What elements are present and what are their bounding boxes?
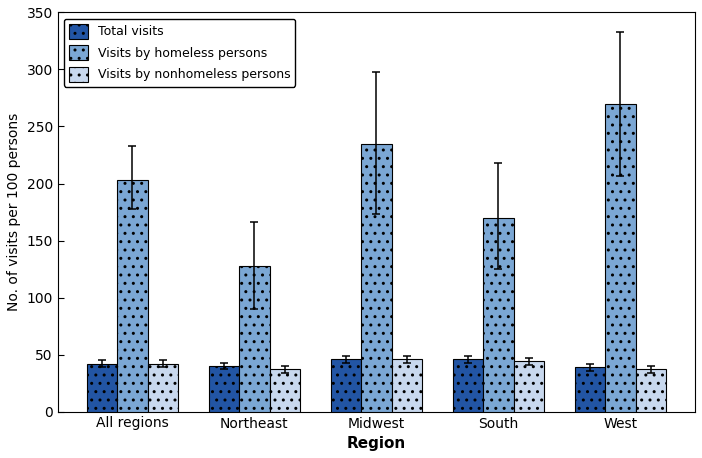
Bar — [117, 180, 147, 412]
Bar — [147, 364, 178, 412]
Legend: Total visits, Visits by homeless persons, Visits by nonhomeless persons: Total visits, Visits by homeless persons… — [64, 19, 296, 87]
Bar — [331, 359, 361, 412]
Bar — [575, 367, 605, 412]
Bar — [483, 218, 514, 412]
Bar — [208, 366, 239, 412]
Bar — [87, 364, 117, 412]
Bar — [453, 359, 483, 412]
Bar — [605, 104, 635, 412]
Bar — [635, 370, 666, 412]
Bar — [392, 359, 422, 412]
Bar — [361, 144, 392, 412]
Bar — [514, 361, 544, 412]
Bar — [270, 370, 300, 412]
Bar — [239, 266, 270, 412]
X-axis label: Region: Region — [347, 436, 406, 451]
Y-axis label: No. of visits per 100 persons: No. of visits per 100 persons — [7, 113, 21, 311]
